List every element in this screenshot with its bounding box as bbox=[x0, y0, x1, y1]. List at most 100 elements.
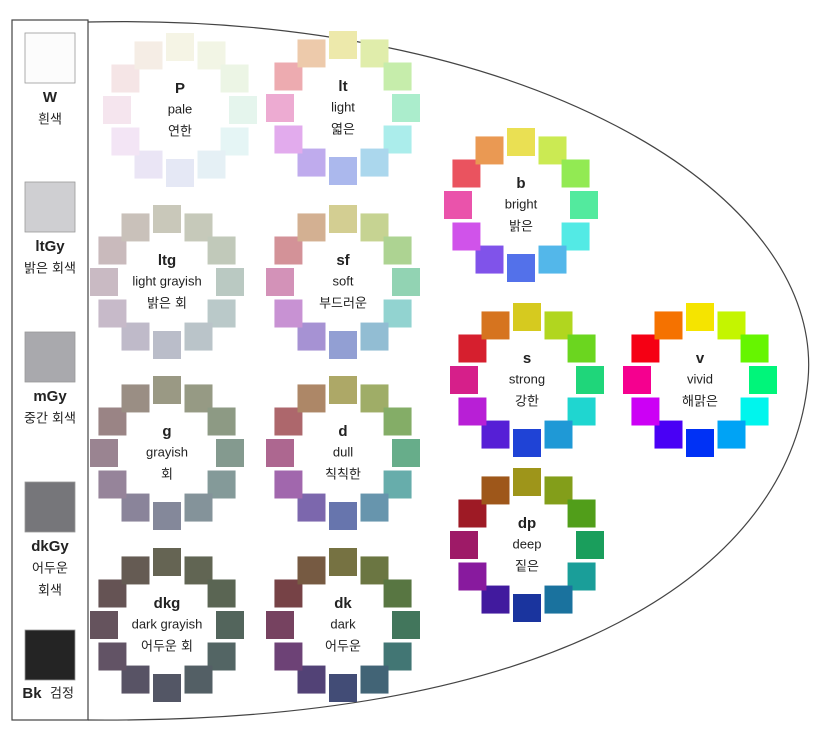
tone-swatch bbox=[216, 439, 244, 467]
tone-swatch bbox=[576, 531, 604, 559]
tone-swatch bbox=[717, 420, 746, 449]
tone-en: strong bbox=[509, 371, 545, 386]
tone-swatch bbox=[360, 322, 389, 351]
gray-swatch bbox=[24, 481, 76, 533]
tone-swatch bbox=[90, 611, 118, 639]
tone-en: dark bbox=[330, 616, 356, 631]
tone-swatch bbox=[392, 268, 420, 296]
gray-swatch bbox=[24, 181, 76, 233]
tone-swatch bbox=[513, 303, 541, 331]
gray-name: 흰색 bbox=[38, 113, 62, 128]
tone-swatch bbox=[513, 468, 541, 496]
tone-swatch bbox=[184, 493, 213, 522]
tone-swatch bbox=[153, 502, 181, 530]
tone-swatch bbox=[216, 611, 244, 639]
tone-swatch bbox=[576, 366, 604, 394]
tone-swatch bbox=[740, 334, 769, 363]
tone-swatch bbox=[329, 331, 357, 359]
tone-swatch bbox=[121, 213, 150, 242]
tone-swatch bbox=[98, 299, 127, 328]
gray-name: 밝은 회색 bbox=[24, 262, 76, 277]
tone-swatch bbox=[544, 420, 573, 449]
tone-ko: 칙칙한 bbox=[325, 468, 361, 483]
tone-swatch bbox=[103, 96, 131, 124]
tone-swatch bbox=[121, 556, 150, 585]
tone-ko: 어두운 bbox=[325, 640, 361, 655]
tone-swatch bbox=[153, 548, 181, 576]
tone-swatch bbox=[749, 366, 777, 394]
gray-name: 회색 bbox=[38, 584, 62, 599]
gray-abbr: W bbox=[43, 89, 58, 106]
tone-swatch bbox=[266, 439, 294, 467]
tone-en: vivid bbox=[687, 371, 713, 386]
tone-swatch bbox=[98, 470, 127, 499]
tone-swatch bbox=[392, 94, 420, 122]
tone-ko: 회 bbox=[161, 468, 173, 483]
tone-abbr: s bbox=[523, 350, 531, 367]
tone-en: soft bbox=[333, 273, 354, 288]
tone-en: light bbox=[331, 99, 355, 114]
tone-swatch bbox=[153, 205, 181, 233]
tone-swatch bbox=[134, 41, 163, 70]
tone-abbr: v bbox=[696, 350, 705, 367]
tone-swatch bbox=[184, 322, 213, 351]
tone-swatch bbox=[329, 31, 357, 59]
tone-swatch bbox=[329, 376, 357, 404]
tone-swatch bbox=[686, 303, 714, 331]
tone-swatch bbox=[383, 236, 412, 265]
tone-swatch bbox=[274, 642, 303, 671]
tone-swatch bbox=[392, 611, 420, 639]
gray-abbr: Bk bbox=[22, 685, 42, 702]
tone-swatch bbox=[452, 222, 481, 251]
gray-swatch bbox=[24, 32, 76, 84]
tone-swatch bbox=[274, 299, 303, 328]
tone-ko: 어두운 회 bbox=[141, 640, 193, 655]
tone-swatch bbox=[654, 311, 683, 340]
tone-en: light grayish bbox=[132, 273, 201, 288]
tone-swatch bbox=[220, 64, 249, 93]
tone-outline bbox=[87, 21, 810, 721]
tone-ko: 부드러운 bbox=[319, 297, 367, 312]
tone-ko: 연한 bbox=[168, 125, 192, 140]
tone-abbr: sf bbox=[336, 252, 350, 269]
tone-swatch bbox=[90, 268, 118, 296]
gray-swatch bbox=[24, 629, 76, 681]
gray-name: 어두운 bbox=[32, 562, 68, 577]
tone-swatch bbox=[631, 397, 660, 426]
tone-en: pale bbox=[168, 101, 193, 116]
tone-swatch bbox=[229, 96, 257, 124]
tone-abbr: dkg bbox=[154, 595, 181, 612]
tone-swatch bbox=[98, 642, 127, 671]
tone-en: dark grayish bbox=[132, 616, 203, 631]
tone-swatch bbox=[561, 159, 590, 188]
tone-ko: 밝은 bbox=[509, 220, 533, 235]
tone-swatch bbox=[481, 476, 510, 505]
tone-swatch bbox=[266, 268, 294, 296]
tone-ko: 밝은 회 bbox=[147, 297, 187, 312]
tone-abbr: ltg bbox=[158, 252, 176, 269]
tone-swatch bbox=[392, 439, 420, 467]
tone-swatch bbox=[538, 245, 567, 274]
tone-swatch bbox=[166, 159, 194, 187]
tone-swatch bbox=[513, 429, 541, 457]
tone-swatch bbox=[360, 148, 389, 177]
gray-abbr: ltGy bbox=[35, 238, 65, 255]
tone-swatch bbox=[297, 384, 326, 413]
gray-name: 검정 bbox=[50, 687, 74, 702]
gray-name: 중간 회색 bbox=[24, 412, 76, 427]
tone-swatch bbox=[111, 127, 140, 156]
tone-swatch bbox=[329, 674, 357, 702]
tone-swatch bbox=[570, 191, 598, 219]
tone-swatch bbox=[383, 62, 412, 91]
tone-swatch bbox=[207, 236, 236, 265]
tone-swatch bbox=[329, 502, 357, 530]
tone-swatch bbox=[153, 331, 181, 359]
tone-abbr: dk bbox=[334, 595, 352, 612]
tone-swatch bbox=[383, 579, 412, 608]
tone-swatch bbox=[274, 470, 303, 499]
gray-swatch bbox=[24, 331, 76, 383]
tone-abbr: P bbox=[175, 80, 185, 97]
tone-ko: 짙은 bbox=[515, 560, 539, 575]
tone-swatch bbox=[481, 311, 510, 340]
